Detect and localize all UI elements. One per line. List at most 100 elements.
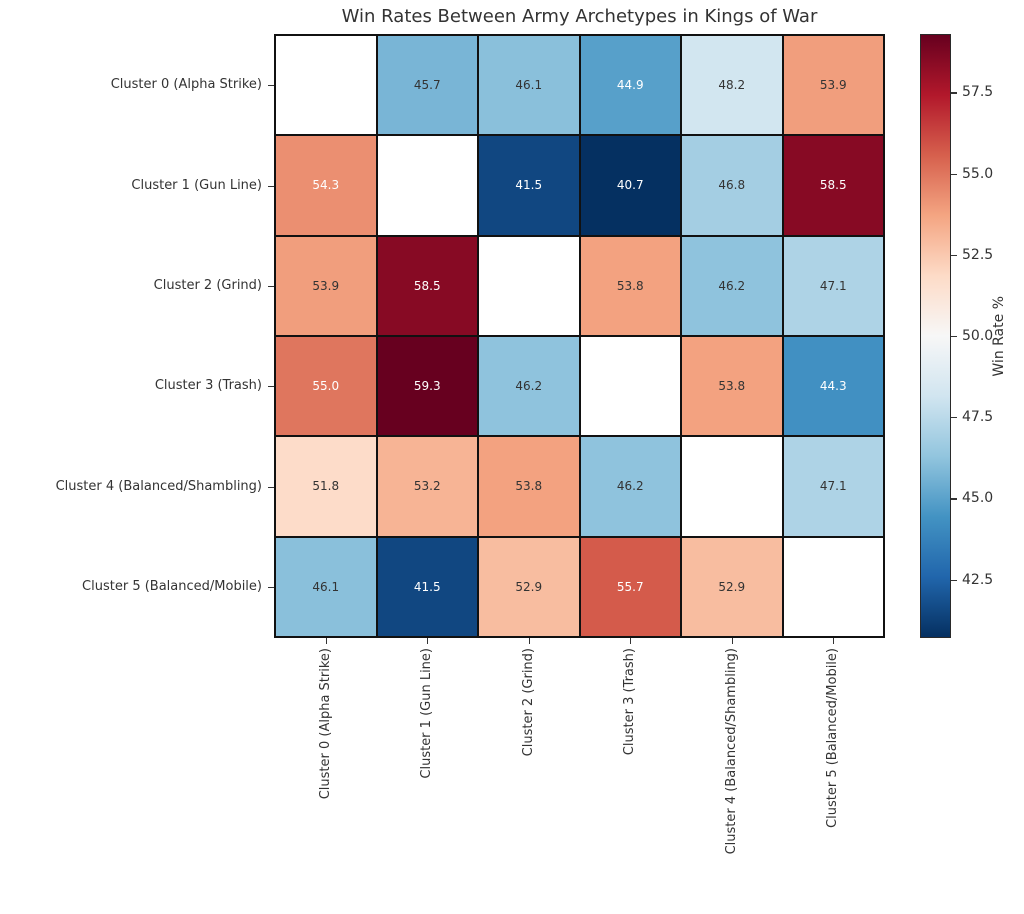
heatmap-cell-r5c0: 46.1: [276, 537, 376, 636]
colorbar-tick-label: 57.5: [962, 84, 994, 101]
heatmap-cell-r1c0: 54.3: [276, 136, 376, 235]
cell-value: 53.8: [616, 278, 644, 293]
heatmap-cell-r3c1: 59.3: [377, 337, 477, 436]
heatmap-cell-r2c3: 53.8: [580, 236, 680, 335]
colorbar-tick-mark: [951, 336, 957, 338]
colorbar-tick-mark: [951, 498, 957, 500]
cell-value: 53.2: [413, 479, 441, 494]
heatmap-cell-r0c5: 53.9: [783, 36, 883, 135]
heatmap-cell-r5c4: 52.9: [682, 537, 782, 636]
cell-value: 41.5: [413, 579, 441, 594]
cell-value: 52.9: [718, 579, 746, 594]
cell-value: 53.9: [312, 278, 340, 293]
heatmap-cell-r3c3: [580, 337, 680, 436]
cell-value: 44.3: [819, 379, 847, 394]
x-tick-mark: [528, 638, 530, 644]
heatmap-cell-r5c2: 52.9: [479, 537, 579, 636]
x-tick-mark: [427, 638, 429, 644]
colorbar-tick-mark: [951, 579, 957, 581]
y-tick-mark: [268, 285, 274, 288]
x-tick-label-4: Cluster 4 (Balanced/Shambling): [723, 648, 739, 855]
cell-value: 53.9: [819, 78, 847, 93]
cell-value: 55.0: [312, 379, 340, 394]
cell-value: 58.5: [413, 278, 441, 293]
x-tick-label-5: Cluster 5 (Balanced/Mobile): [825, 648, 841, 828]
heatmap-cell-r3c5: 44.3: [783, 337, 883, 436]
cell-value: 46.8: [718, 178, 746, 193]
heatmap-cell-r4c5: 47.1: [783, 437, 883, 536]
cell-value: 40.7: [616, 178, 644, 193]
heatmap-cell-r2c5: 47.1: [783, 236, 883, 335]
cell-value: 41.5: [515, 178, 543, 193]
heatmap-cell-r1c1: [377, 136, 477, 235]
heatmap-cell-r4c1: 53.2: [377, 437, 477, 536]
colorbar-label-wrap: Win Rate %: [988, 34, 1010, 638]
y-tick-label-1: Cluster 1 (Gun Line): [131, 177, 262, 193]
colorbar-tick-label: 52.5: [962, 246, 994, 263]
cell-value: 54.3: [312, 178, 340, 193]
heatmap-cell-r1c2: 41.5: [479, 136, 579, 235]
colorbar-tick-label: 47.5: [962, 409, 994, 426]
cell-value: 46.1: [515, 78, 543, 93]
heatmap-cell-r1c3: 40.7: [580, 136, 680, 235]
cell-value: 47.1: [819, 479, 847, 494]
x-tick-mark: [630, 638, 632, 644]
y-tick-mark: [268, 486, 274, 488]
colorbar-tick-label: 45.0: [962, 490, 994, 507]
x-tick-label-0: Cluster 0 (Alpha Strike): [317, 648, 333, 800]
colorbar-tick-mark: [951, 92, 957, 94]
x-tick-label-1: Cluster 1 (Gun Line): [419, 648, 435, 779]
cell-value: 51.8: [312, 479, 340, 494]
cell-value: 46.2: [718, 278, 746, 293]
colorbar-tick-label: 55.0: [962, 165, 994, 182]
y-tick-label-3: Cluster 3 (Trash): [154, 378, 262, 394]
heatmap-cell-r0c1: 45.7: [377, 36, 477, 135]
cell-value: 45.7: [413, 78, 441, 93]
cell-value: 53.8: [515, 479, 543, 494]
colorbar-tick-label: 50.0: [962, 328, 994, 344]
y-tick-label-4: Cluster 4 (Balanced/Shambling): [55, 478, 262, 494]
heatmap-cell-r1c4: 46.8: [682, 136, 782, 235]
x-tick-label-3: Cluster 3 (Trash): [622, 648, 638, 756]
heatmap-cell-r2c1: 58.5: [377, 236, 477, 335]
heatmap-cell-r2c2: [479, 236, 579, 335]
colorbar-label: Win Rate %: [991, 295, 1007, 377]
cell-value: 46.2: [616, 479, 644, 494]
cell-value: 48.2: [718, 78, 746, 93]
heatmap-cell-r4c3: 46.2: [580, 437, 680, 536]
heatmap-cell-r3c4: 53.8: [682, 337, 782, 436]
cell-value: 47.1: [819, 278, 847, 293]
cell-value: 59.3: [413, 379, 441, 394]
cell-value: 44.9: [616, 78, 644, 93]
x-tick-mark: [731, 638, 733, 644]
heatmap-cell-r0c0: [276, 36, 376, 135]
heatmap-cell-r3c0: 55.0: [276, 337, 376, 436]
chart-title: Win Rates Between Army Archetypes in Kin…: [341, 6, 818, 27]
y-tick-label-2: Cluster 2 (Grind): [153, 277, 262, 293]
colorbar-tick-mark: [951, 254, 957, 256]
heatmap-cell-r1c5: 58.5: [783, 136, 883, 235]
heatmap-grid: 45.7 46.1 44.9 48.2 53.9 54.3 41.5 40.7 46.8 58.5…: [274, 34, 885, 638]
x-tick-mark: [833, 638, 835, 644]
y-tick-mark: [268, 586, 274, 589]
y-tick-mark: [268, 85, 274, 87]
cell-value: 52.9: [515, 579, 543, 594]
x-tick-mark: [325, 638, 327, 644]
heatmap-cell-r5c1: 41.5: [377, 537, 477, 636]
heatmap-cell-r2c4: 46.2: [682, 236, 782, 335]
colorbar-tick-mark: [951, 173, 957, 175]
y-tick-mark: [268, 386, 274, 388]
cell-value: 58.5: [819, 178, 847, 193]
heatmap-cell-r5c3: 55.7: [580, 537, 680, 636]
heatmap-cell-r0c3: 44.9: [580, 36, 680, 135]
cell-value: 46.2: [515, 379, 543, 394]
heatmap-cell-r5c5: [783, 537, 883, 636]
heatmap-cell-r3c2: 46.2: [479, 337, 579, 436]
y-tick-mark: [268, 185, 274, 187]
cell-value: 53.8: [718, 379, 746, 394]
heatmap-cell-r4c2: 53.8: [479, 437, 579, 536]
colorbar: [920, 34, 951, 638]
colorbar-tick-mark: [951, 417, 957, 419]
heatmap-cell-r4c4: [682, 437, 782, 536]
